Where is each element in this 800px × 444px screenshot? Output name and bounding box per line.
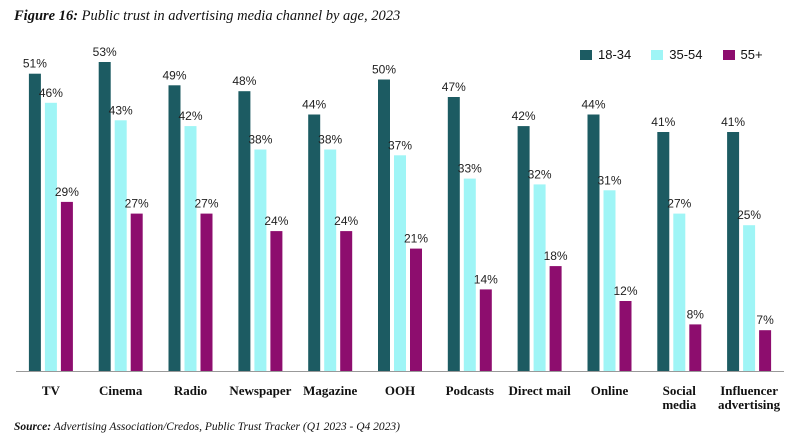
- data-label-18-34-3: 48%: [232, 74, 256, 88]
- category-label-5: OOH: [385, 383, 415, 398]
- data-label-55-plus-8: 12%: [613, 284, 637, 298]
- bar-55-plus-9: [689, 324, 702, 371]
- category-label-4: Magazine: [303, 383, 357, 398]
- category-label-6: Podcasts: [446, 383, 494, 398]
- data-label-18-34-9: 41%: [651, 115, 675, 129]
- bar-35-54-3: [254, 149, 267, 371]
- source-text: Advertising Association/Credos, Public T…: [53, 421, 401, 433]
- data-label-35-54-6: 33%: [458, 162, 482, 176]
- bar-55-plus-3: [270, 231, 283, 371]
- data-label-18-34-8: 44%: [581, 98, 605, 112]
- category-label-10: Influencer advertising: [718, 383, 781, 412]
- data-label-35-54-0: 46%: [39, 86, 63, 100]
- data-label-18-34-0: 51%: [23, 57, 47, 71]
- data-label-18-34-4: 44%: [302, 98, 326, 112]
- data-label-35-54-9: 27%: [667, 197, 691, 211]
- data-label-18-34-6: 47%: [442, 80, 466, 94]
- bar-55-plus-10: [759, 330, 772, 371]
- data-label-35-54-10: 25%: [737, 208, 761, 222]
- data-label-35-54-4: 38%: [318, 133, 342, 147]
- bar-18-34-8: [587, 114, 600, 371]
- bar-18-34-6: [447, 97, 460, 371]
- bar-55-plus-4: [340, 231, 353, 371]
- chart-legend: 18-34 35-54 55+: [580, 47, 763, 62]
- bar-18-34-9: [657, 132, 670, 371]
- bar-35-54-7: [533, 184, 546, 371]
- legend-label-55-plus: 55+: [740, 47, 763, 62]
- category-label-2: Radio: [174, 383, 207, 398]
- data-label-18-34-10: 41%: [721, 115, 745, 129]
- bar-55-plus-1: [130, 213, 143, 371]
- bar-18-34-10: [727, 132, 740, 371]
- category-label-1: Cinema: [99, 383, 143, 398]
- data-label-35-54-5: 37%: [388, 138, 412, 152]
- category-label-8: Online: [591, 383, 629, 398]
- legend-item-55-plus: 55+: [722, 47, 763, 62]
- data-label-55-plus-0: 29%: [55, 185, 79, 199]
- bar-55-plus-6: [479, 289, 492, 371]
- bar-35-54-6: [463, 178, 476, 371]
- data-label-35-54-2: 42%: [178, 109, 202, 123]
- data-label-35-54-3: 38%: [248, 133, 272, 147]
- bar-35-54-2: [184, 126, 197, 371]
- data-label-18-34-5: 50%: [372, 63, 396, 77]
- source-label: Source:: [14, 421, 52, 433]
- bar-35-54-5: [394, 155, 406, 371]
- bar-18-34-5: [378, 79, 390, 371]
- bar-35-54-9: [673, 213, 686, 371]
- data-label-55-plus-10: 7%: [756, 313, 774, 327]
- legend-swatch-18-34: [580, 49, 592, 60]
- legend-label-18-34: 18-34: [598, 47, 632, 62]
- bar-35-54-8: [603, 190, 616, 371]
- source-note: Source: Advertising Association/Credos, …: [14, 421, 400, 433]
- data-label-55-plus-7: 18%: [544, 249, 568, 263]
- data-label-55-plus-4: 24%: [334, 214, 358, 228]
- bar-35-54-1: [114, 120, 127, 371]
- figure-title: Figure 16: Public trust in advertising m…: [14, 8, 400, 25]
- data-label-18-34-1: 53%: [93, 45, 117, 59]
- figure-number: Figure 16:: [14, 8, 79, 24]
- bar-35-54-0: [44, 102, 57, 372]
- bar-18-34-7: [517, 126, 530, 371]
- data-label-55-plus-6: 14%: [474, 272, 498, 286]
- data-label-35-54-7: 32%: [528, 167, 552, 181]
- bar-18-34-3: [238, 91, 251, 371]
- data-label-55-plus-9: 8%: [687, 307, 705, 321]
- bar-35-54-4: [324, 149, 337, 371]
- bar-18-34-0: [28, 73, 41, 371]
- data-label-55-plus-5: 21%: [404, 232, 428, 246]
- bar-55-plus-2: [200, 213, 213, 371]
- category-label-0: TV: [42, 383, 61, 398]
- category-label-3: Newspaper: [229, 383, 291, 398]
- data-label-18-34-2: 49%: [162, 68, 186, 82]
- bar-55-plus-5: [410, 248, 422, 371]
- data-label-35-54-8: 31%: [597, 173, 621, 187]
- data-label-35-54-1: 43%: [109, 103, 133, 117]
- legend-item-18-34: 18-34: [580, 47, 631, 62]
- data-label-18-34-7: 42%: [512, 109, 536, 123]
- legend-swatch-55-plus: [722, 49, 735, 60]
- bar-18-34-1: [98, 62, 111, 371]
- legend-item-35-54: 35-54: [651, 47, 703, 62]
- bar-55-plus-8: [619, 301, 632, 371]
- bar-55-plus-7: [549, 266, 562, 371]
- category-label-9: Social media: [662, 383, 696, 412]
- bar-55-plus-0: [60, 201, 73, 371]
- data-label-55-plus-1: 27%: [125, 197, 149, 211]
- legend-swatch-35-54: [651, 49, 664, 60]
- figure-title-text: Public trust in advertising media channe…: [81, 8, 401, 24]
- bar-18-34-4: [308, 114, 321, 371]
- bar-18-34-2: [168, 85, 181, 372]
- category-label-7: Direct mail: [508, 383, 571, 398]
- legend-label-35-54: 35-54: [669, 47, 703, 62]
- data-label-55-plus-2: 27%: [194, 197, 218, 211]
- bar-35-54-10: [743, 225, 756, 371]
- data-label-55-plus-3: 24%: [264, 214, 288, 228]
